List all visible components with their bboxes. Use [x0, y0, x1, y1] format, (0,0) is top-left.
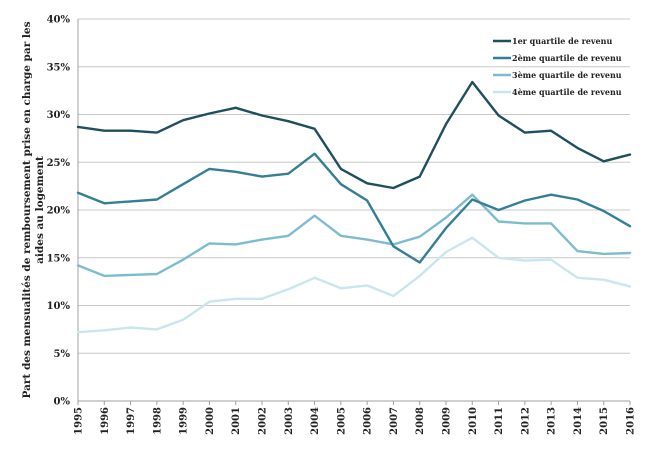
x-tick-label: 2002: [258, 407, 269, 435]
series-line-4ème-quartile-de-revenu: [76, 236, 632, 334]
y-tick-labels: 0% 5% 10% 15% 20% 25% 30% 35% 40%: [47, 15, 71, 408]
x-tick-label: 2016: [626, 407, 637, 435]
y-tick-label: 0%: [54, 397, 71, 408]
x-tick-label: 2012: [520, 407, 531, 435]
x-tick-label: 2008: [415, 407, 426, 435]
x-tick-label: 2003: [284, 407, 295, 435]
legend-label: 2ème quartile de revenu: [512, 53, 622, 63]
x-tick-label: 1997: [126, 407, 137, 435]
x-tick-label: 2004: [310, 407, 321, 435]
y-tick-label: 35%: [47, 62, 71, 73]
x-tick-label: 2007: [389, 407, 400, 435]
x-tick-label: 2010: [468, 407, 479, 435]
x-tick-label: 2006: [363, 407, 374, 435]
x-tick-label: 2005: [336, 407, 347, 435]
series-lines: [76, 80, 632, 334]
gridlines: [78, 18, 630, 354]
x-tick-label: 1995: [74, 407, 85, 435]
series-line-3ème-quartile-de-revenu: [76, 193, 632, 278]
x-tick-label: 1998: [152, 407, 163, 435]
x-tick-label: 2015: [599, 407, 610, 435]
y-tick-label: 5%: [54, 349, 71, 360]
x-tick-labels: 1995 1996 1997 1998 1999 2000 2001 2002 2003 2004…: [74, 407, 637, 435]
x-tick-label: 1996: [100, 407, 111, 435]
y-axis-title-group: Part des mensualités de remboursement pr…: [21, 21, 46, 398]
y-tick-label: 40%: [47, 15, 71, 26]
series-line-2ème-quartile-de-revenu: [76, 152, 632, 264]
series-line-1er-quartile-de-revenu: [76, 80, 632, 190]
x-tick-label: 2001: [231, 407, 242, 435]
x-tick-label: 2009: [442, 407, 453, 435]
y-tick-label: 30%: [47, 110, 71, 121]
y-tick-label: 10%: [47, 301, 71, 312]
legend: 1er quartile de revenu 2ème quartile de r…: [493, 36, 622, 97]
x-tick-label: 2013: [547, 407, 558, 435]
y-axis-title-line: Part des mensualités de remboursement pr…: [21, 21, 33, 398]
y-axis-title-line: aides au logement: [34, 156, 46, 264]
y-tick-label: 15%: [47, 253, 71, 264]
x-tick-label: 2000: [205, 407, 216, 435]
legend-label: 3ème quartile de revenu: [512, 70, 622, 80]
y-tick-label: 25%: [47, 158, 71, 169]
legend-label: 1er quartile de revenu: [512, 36, 612, 46]
x-tick-label: 2011: [494, 407, 505, 435]
x-tick-label: 1999: [179, 407, 190, 435]
x-tick-label: 2014: [573, 407, 584, 435]
y-axis-title: Part des mensualités de remboursement pr…: [21, 21, 46, 398]
legend-label: 4ème quartile de revenu: [512, 87, 622, 97]
y-tick-label: 20%: [47, 206, 71, 217]
axes: [77, 19, 631, 405]
